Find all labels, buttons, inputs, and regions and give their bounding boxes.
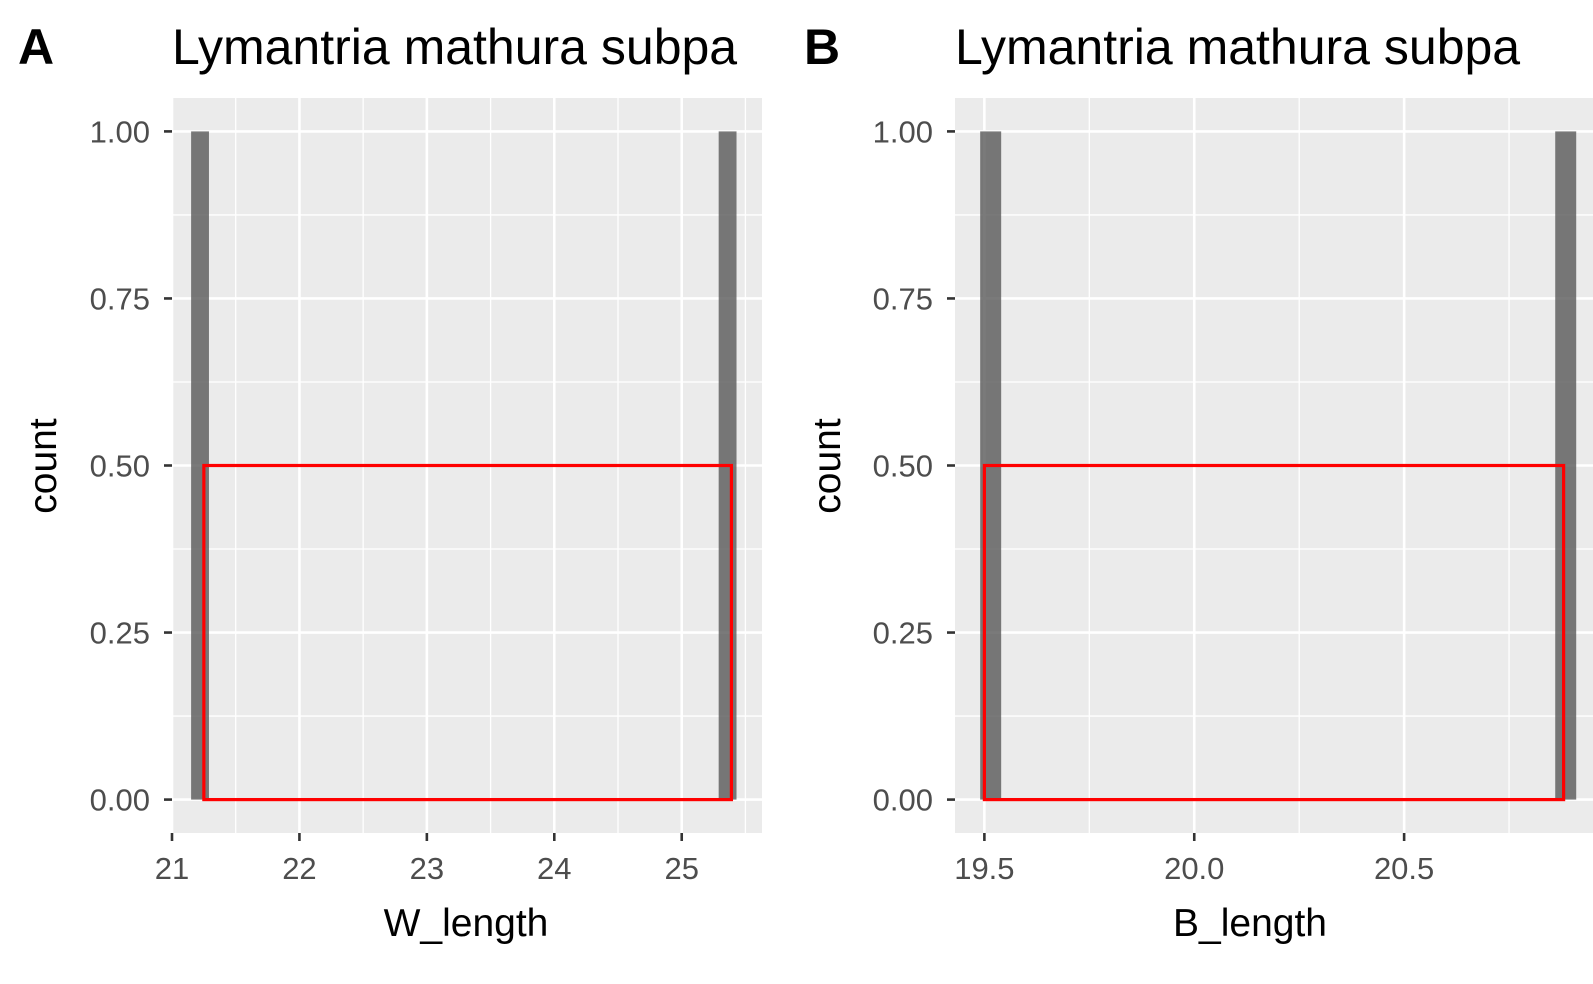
panel-a-tag: A xyxy=(18,19,54,75)
panel-a-x-tick-label: 24 xyxy=(537,851,571,886)
panel-a-y-tick-label: 0.25 xyxy=(90,616,150,651)
panel-b-plot: 0.00 0.25 0.50 0.75 1.00 19.5 20.0 20.5 xyxy=(873,98,1593,886)
panel-a-y-tick-label: 0.00 xyxy=(90,783,150,818)
panel-a-x-tick-label: 21 xyxy=(155,851,189,886)
panel-b-tag: B xyxy=(804,19,840,75)
panel-a-y-tick-label: 0.50 xyxy=(90,449,150,484)
panel-b-y-tick-label: 0.50 xyxy=(873,449,933,484)
panel-a-x-tick-label: 23 xyxy=(410,851,444,886)
panel-b-y-axis-title: count xyxy=(806,418,849,514)
panel-b-x-tick-label: 19.5 xyxy=(954,851,1014,886)
panel-b-y-tick-label: 1.00 xyxy=(873,114,933,149)
panel-b-y-tick-label: 0.75 xyxy=(873,281,933,316)
panel-a-x-tick-label: 25 xyxy=(664,851,698,886)
panel-b-histogram-bar-2 xyxy=(1555,131,1577,800)
panel-a-y-tick-label: 1.00 xyxy=(90,114,150,149)
panel-b-x-axis-title: B_length xyxy=(1173,902,1327,945)
panel-a-x-tick-label: 22 xyxy=(282,851,316,886)
panel-b-x-tick-label: 20.5 xyxy=(1374,851,1434,886)
panel-a-y-tick-label: 0.75 xyxy=(90,281,150,316)
panel-a-title: Lymantria mathura subpa xyxy=(172,19,737,75)
panel-b-y-tick-label: 0.25 xyxy=(873,616,933,651)
panel-a-highlight-rectangle xyxy=(202,463,734,802)
panel-a-x-axis-title: W_length xyxy=(384,902,549,945)
panel-b: B Lymantria mathura subpa 0.000.250.500.… xyxy=(804,19,1593,945)
panel-b-title: Lymantria mathura subpa xyxy=(955,19,1520,75)
panel-b-y-tick-label: 0.00 xyxy=(873,783,933,818)
panel-b-highlight-rectangle xyxy=(982,463,1566,802)
panel-a-plot: 0.00 0.25 0.50 0.75 1.00 21 22 23 24 25 xyxy=(90,98,762,886)
panel-a: A Lymantria mathura subpa 0.000.250.500.… xyxy=(18,19,762,945)
panel-b-x-tick-label: 20.0 xyxy=(1164,851,1224,886)
panel-a-y-axis-title: count xyxy=(22,418,65,514)
